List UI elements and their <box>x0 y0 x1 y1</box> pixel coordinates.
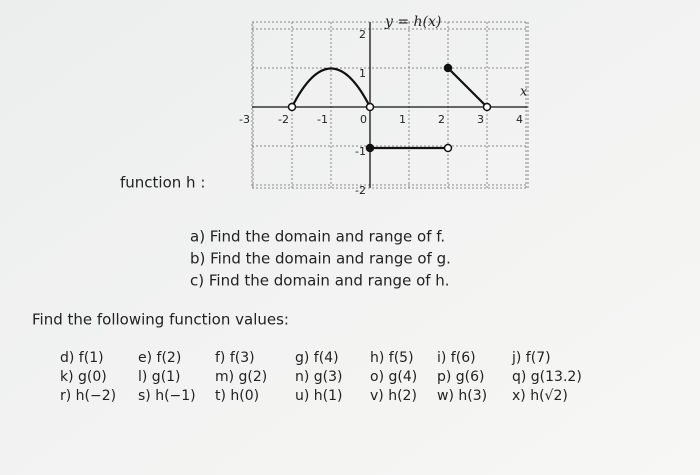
function-value-item: h) f(5) <box>370 350 414 366</box>
x-tick-label: -1 <box>317 113 328 126</box>
x-tick-label: 4 <box>516 113 523 126</box>
y-tick-label: -2 <box>355 184 366 197</box>
graph-curve <box>291 67 488 150</box>
function-value-item: g) f(4) <box>295 350 339 366</box>
function-value-item: m) g(2) <box>215 369 267 385</box>
x-axis-label: x <box>520 85 528 100</box>
y-tick-label: 1 <box>359 67 366 80</box>
function-value-item: d) f(1) <box>60 350 104 366</box>
function-value-item: w) h(3) <box>437 388 487 404</box>
graph-frame <box>251 21 529 189</box>
graph-label: y = h(x) <box>384 14 441 30</box>
function-value-item: r) h(−2) <box>60 388 116 404</box>
graph-grid <box>251 21 529 189</box>
function-value-item: t) h(0) <box>215 388 259 404</box>
y-tick-label: 2 <box>359 28 366 41</box>
function-value-item: e) f(2) <box>138 350 181 366</box>
function-value-item: o) g(4) <box>370 369 417 385</box>
function-value-item: i) f(6) <box>437 350 476 366</box>
prompt: Find the following function values: <box>32 311 289 329</box>
graph-points <box>287 63 492 153</box>
y-tick-label: -1 <box>355 145 366 158</box>
x-tick-label: -2 <box>278 113 289 126</box>
function-value-item: l) g(1) <box>138 369 181 385</box>
function-value-item: q) g(13.2) <box>512 369 582 385</box>
function-value-item: x) h(√2) <box>512 388 568 404</box>
function-value-item: s) h(−1) <box>138 388 196 404</box>
function-label: function h : <box>120 174 205 192</box>
function-value-item: j) f(7) <box>511 350 551 366</box>
x-tick-label: -3 <box>239 113 250 126</box>
function-value-item: n) g(3) <box>295 369 343 385</box>
function-value-item: k) g(0) <box>60 369 107 385</box>
function-value-item: u) h(1) <box>295 388 343 404</box>
function-value-item: f) f(3) <box>215 350 255 366</box>
question: c) Find the domain and range of h. <box>190 272 450 290</box>
function-value-item: p) g(6) <box>437 369 485 385</box>
x-tick-label: 2 <box>438 113 445 126</box>
function-value-item: v) h(2) <box>370 388 417 404</box>
x-tick-label: 3 <box>477 113 484 126</box>
question: b) Find the domain and range of g. <box>190 250 451 268</box>
question: a) Find the domain and range of f. <box>190 228 445 246</box>
x-tick-label: 1 <box>399 113 406 126</box>
x-tick-label: 0 <box>360 113 367 126</box>
